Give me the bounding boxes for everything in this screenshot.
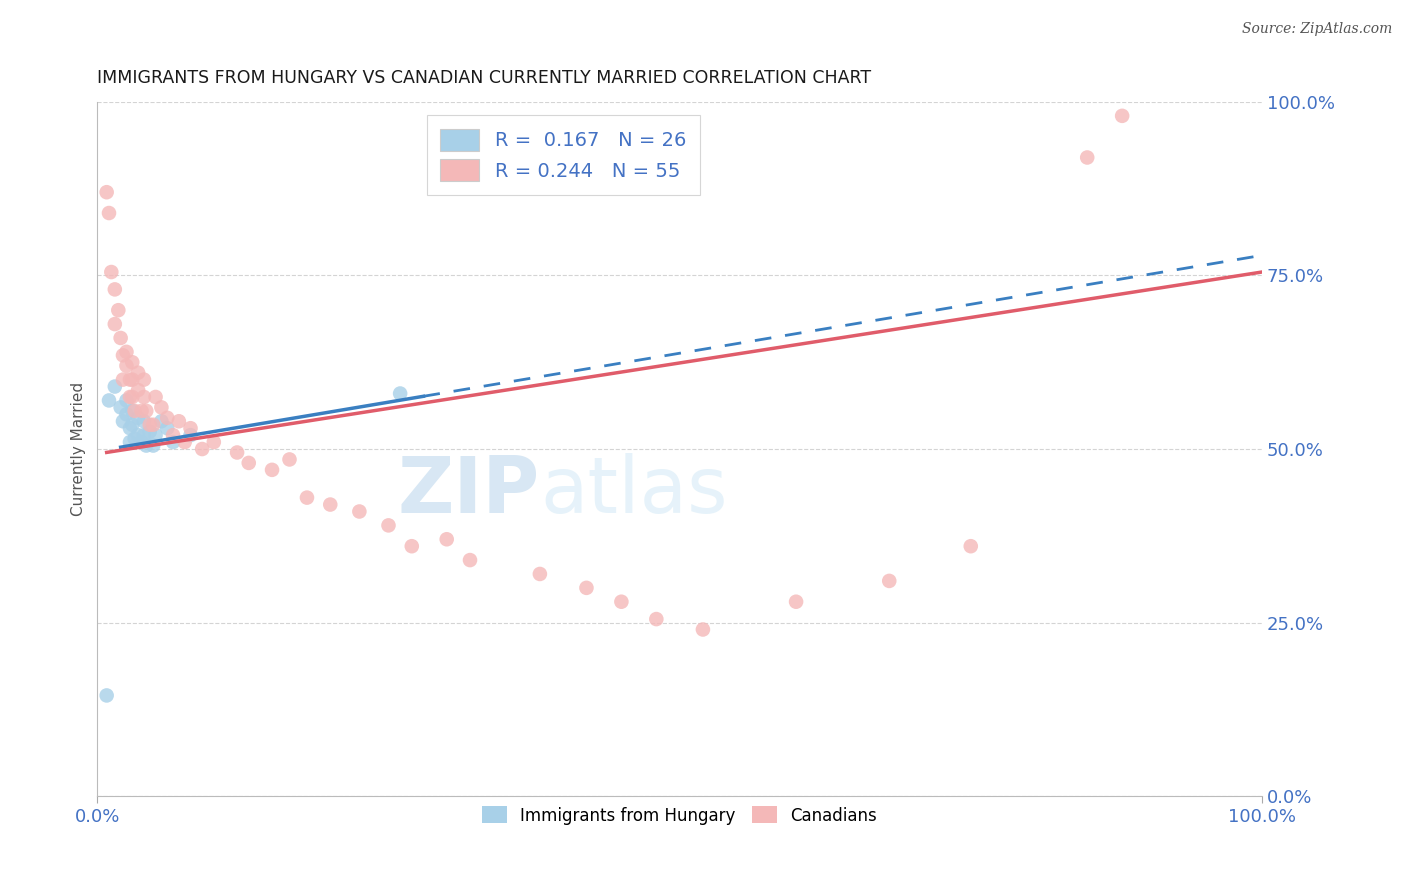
Point [167, 414, 190, 428]
Point [107, 303, 129, 318]
Point [139, 425, 162, 439]
Point [110, 331, 132, 345]
Point [132, 428, 155, 442]
Point [319, 498, 342, 512]
Point [180, 421, 202, 435]
Point [98, 393, 121, 408]
Point [111, 373, 134, 387]
Point [162, 428, 184, 442]
Point [121, 404, 143, 418]
Point [115, 393, 138, 408]
Point [1111, 109, 1133, 123]
Point [202, 435, 225, 450]
Point [132, 414, 155, 428]
Point [118, 390, 141, 404]
Point [104, 379, 127, 393]
Point [959, 539, 981, 553]
Point [142, 417, 165, 432]
Point [121, 355, 143, 369]
Legend: Immigrants from Hungary, Canadians: Immigrants from Hungary, Canadians [474, 798, 886, 833]
Point [877, 574, 900, 588]
Point [389, 386, 412, 401]
Point [645, 612, 668, 626]
Text: Source: ZipAtlas.com: Source: ZipAtlas.com [1241, 22, 1392, 37]
Y-axis label: Currently Married: Currently Married [72, 382, 86, 516]
Point [121, 417, 143, 432]
Point [121, 373, 143, 387]
Point [260, 463, 283, 477]
Point [436, 533, 458, 547]
Point [110, 401, 132, 415]
Text: IMMIGRANTS FROM HUNGARY VS CANADIAN CURRENTLY MARRIED CORRELATION CHART: IMMIGRANTS FROM HUNGARY VS CANADIAN CURR… [97, 69, 872, 87]
Point [173, 435, 195, 450]
Point [785, 595, 807, 609]
Point [118, 435, 141, 450]
Point [610, 595, 633, 609]
Point [131, 404, 153, 418]
Point [377, 518, 399, 533]
Point [1076, 151, 1098, 165]
Point [127, 428, 149, 442]
Point [135, 439, 157, 453]
Point [124, 432, 146, 446]
Point [132, 373, 155, 387]
Point [458, 553, 481, 567]
Point [100, 265, 122, 279]
Point [575, 581, 598, 595]
Point [278, 452, 301, 467]
Point [115, 344, 138, 359]
Point [132, 390, 155, 404]
Point [142, 439, 165, 453]
Point [127, 410, 149, 425]
Point [180, 428, 202, 442]
Text: ZIP: ZIP [398, 452, 540, 529]
Point [104, 282, 127, 296]
Point [150, 401, 173, 415]
Point [96, 689, 118, 703]
Point [98, 206, 121, 220]
Point [135, 404, 157, 418]
Point [111, 414, 134, 428]
Point [401, 539, 423, 553]
Point [131, 435, 153, 450]
Point [111, 348, 134, 362]
Point [156, 410, 179, 425]
Point [124, 404, 146, 418]
Point [115, 359, 138, 373]
Point [238, 456, 260, 470]
Point [118, 421, 141, 435]
Text: atlas: atlas [540, 452, 727, 529]
Point [127, 366, 149, 380]
Point [115, 407, 138, 421]
Point [295, 491, 318, 505]
Point [145, 390, 167, 404]
Point [150, 414, 173, 428]
Point [104, 317, 127, 331]
Point [226, 445, 249, 459]
Point [121, 390, 143, 404]
Point [156, 421, 179, 435]
Point [191, 442, 214, 456]
Point [96, 185, 118, 199]
Point [529, 566, 551, 581]
Point [145, 428, 167, 442]
Point [127, 383, 149, 397]
Point [139, 417, 162, 432]
Point [118, 373, 141, 387]
Point [349, 504, 371, 518]
Point [162, 435, 184, 450]
Point [692, 623, 714, 637]
